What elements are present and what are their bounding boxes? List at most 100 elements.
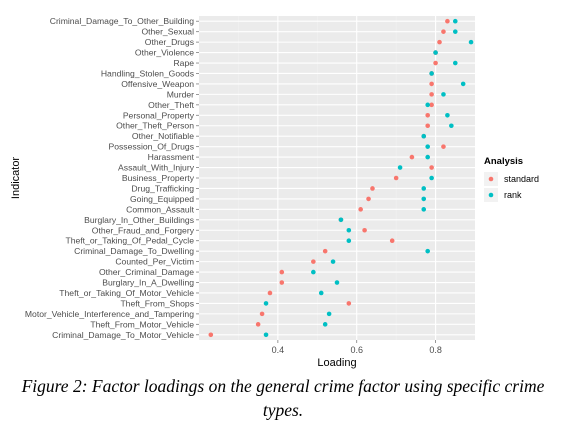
point-standard: [322, 248, 328, 254]
point-rank: [452, 18, 458, 24]
legend-marker-standard: [488, 176, 494, 182]
point-rank: [421, 196, 427, 202]
point-standard: [429, 92, 434, 97]
legend-title: Analysis: [484, 156, 523, 167]
point-rank: [449, 123, 454, 129]
data-points: [208, 18, 474, 338]
x-axis-title: Loading: [317, 357, 356, 369]
point-standard: [425, 123, 430, 129]
y-tick-label: Criminal_Damage_To_Other_Building: [50, 16, 194, 26]
point-rank: [263, 301, 269, 306]
point-standard: [429, 81, 434, 87]
point-standard: [409, 154, 415, 160]
y-tick-label: Offensive_Weapon: [121, 79, 194, 89]
y-tick-label: Other_Notifiable: [132, 131, 194, 141]
y-tick-label: Criminal_Damage_To_Motor_Vehicle: [52, 330, 194, 340]
point-standard: [393, 175, 399, 181]
point-standard: [370, 186, 375, 191]
point-rank: [452, 60, 458, 66]
point-rank: [433, 50, 438, 55]
point-rank: [460, 81, 466, 87]
point-standard: [362, 227, 367, 233]
point-rank: [425, 248, 430, 254]
point-rank: [425, 102, 430, 108]
y-tick-label: Other_Theft: [148, 100, 194, 110]
y-axis-title: Indicator: [10, 157, 22, 200]
y-tick-label: Other_Theft_Person: [116, 121, 194, 131]
point-standard: [441, 144, 446, 149]
point-standard: [358, 207, 363, 212]
point-standard: [346, 301, 352, 306]
point-standard: [445, 18, 450, 24]
y-tick-label: Common_Assault: [126, 204, 194, 214]
point-standard: [366, 196, 371, 202]
point-rank: [421, 133, 427, 139]
y-tick-label: Theft_From_Motor_Vehicle: [90, 319, 194, 329]
y-tick-label: Other_Sexual: [141, 27, 194, 37]
point-rank: [429, 71, 434, 76]
point-rank: [397, 165, 403, 170]
y-tick-label: Drug_Trafficking: [131, 183, 194, 193]
y-tick-label: Handling_Stolen_Goods: [101, 68, 194, 78]
point-standard: [425, 112, 430, 118]
point-rank: [468, 39, 474, 45]
point-rank: [429, 175, 434, 181]
point-rank: [330, 259, 336, 264]
point-rank: [334, 280, 340, 285]
y-tick-label: Theft_From_Shops: [120, 298, 194, 308]
y-tick-label: Burglary_In_Other_Buildings: [84, 215, 194, 225]
x-tick-label: 0.8: [429, 345, 442, 355]
y-tick-label: Motor_Vehicle_Interference_and_Tampering: [25, 309, 194, 319]
y-tick-label: Personal_Property: [123, 110, 195, 120]
point-standard: [311, 259, 316, 264]
x-tick-label: 0.6: [350, 345, 363, 355]
point-standard: [429, 102, 434, 108]
point-rank: [425, 144, 430, 149]
y-tick-label: Murder: [167, 89, 194, 99]
point-standard: [259, 311, 265, 317]
point-rank: [452, 29, 458, 34]
point-rank: [421, 186, 427, 191]
factor-loadings-chart: Criminal_Damage_To_Other_BuildingOther_S…: [10, 16, 539, 369]
legend-label-standard: standard: [504, 174, 539, 184]
point-rank: [263, 332, 269, 338]
y-tick-label: Criminal_Damage_To_Dwelling: [74, 246, 194, 256]
point-standard: [441, 29, 446, 34]
point-rank: [421, 207, 427, 212]
legend-label-rank: rank: [504, 190, 522, 200]
y-tick-label: Theft_or_Taking_Of_Motor_Vehicle: [59, 288, 194, 298]
point-rank: [445, 112, 450, 118]
y-tick-label: Theft_or_Taking_Of_Pedal_Cycle: [65, 236, 194, 246]
y-tick-label: Other_Criminal_Damage: [99, 267, 194, 277]
point-standard: [437, 39, 442, 45]
x-axis-tick-labels: 0.4 0.6 0.8: [272, 340, 442, 355]
figure-caption: Figure 2: Factor loadings on the general…: [21, 376, 545, 420]
y-tick-label: Other_Violence: [135, 48, 194, 58]
y-axis-tick-labels: Criminal_Damage_To_Other_BuildingOther_S…: [25, 16, 199, 340]
y-tick-label: Other_Fraud_and_Forgery: [92, 225, 195, 235]
point-rank: [322, 322, 328, 327]
y-tick-label: Burglary_In_A_Dwelling: [102, 278, 194, 288]
point-standard: [255, 322, 261, 327]
y-tick-label: Harassment: [148, 152, 195, 162]
point-rank: [346, 227, 352, 233]
point-standard: [433, 60, 438, 66]
point-rank: [311, 269, 316, 275]
y-tick-label: Possession_Of_Drugs: [108, 142, 194, 152]
point-rank: [441, 92, 446, 97]
point-standard: [429, 165, 434, 170]
y-tick-label: Rape: [173, 58, 194, 68]
point-rank: [318, 290, 324, 296]
point-standard: [389, 238, 395, 244]
point-standard: [279, 280, 285, 285]
point-rank: [425, 154, 430, 160]
legend: Analysis standard rank: [484, 156, 539, 202]
point-rank: [346, 238, 352, 244]
point-rank: [338, 217, 344, 223]
x-tick-label: 0.4: [272, 345, 285, 355]
y-tick-label: Going_Equipped: [130, 194, 194, 204]
y-tick-label: Other_Drugs: [145, 37, 194, 47]
point-rank: [326, 311, 332, 317]
y-tick-label: Counted_Per_Victim: [115, 257, 194, 267]
y-tick-label: Assault_With_Injury: [118, 163, 195, 173]
